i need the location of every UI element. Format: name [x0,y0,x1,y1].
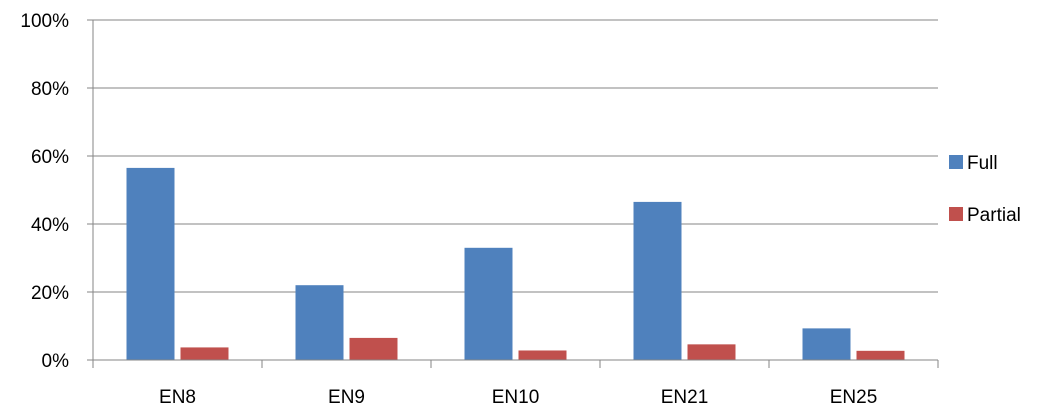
legend-label-full: Full [967,153,998,174]
legend: Full Partial [949,153,1021,226]
bar-partial-en21 [687,344,736,360]
gridlines [93,19,938,293]
legend-label-partial: Partial [967,205,1021,226]
bar-full-en9 [295,285,344,360]
bar-partial-en9 [349,337,398,360]
y-tick-label: 0% [42,351,70,372]
x-tick-label: EN9 [328,387,365,408]
y-tick-label: 80% [31,79,69,100]
bar-full-en8 [126,167,175,360]
x-tick-label: EN21 [661,387,709,408]
y-tick-label: 20% [31,283,69,304]
legend-swatch-full [949,155,963,169]
legend-swatch-partial [949,207,963,221]
bar-partial-en25 [856,350,905,360]
bar-partial-en10 [518,350,567,360]
bar-group [126,167,905,360]
x-tick-label: EN8 [159,387,196,408]
y-tick-label: 100% [20,11,69,32]
axes [87,19,939,368]
y-tick-label: 60% [31,147,69,168]
bar-full-en10 [464,247,513,360]
x-tick-label: EN25 [830,387,878,408]
x-tick-labels: EN8 EN9 EN10 EN21 EN25 [159,387,877,408]
bar-full-en25 [802,328,851,360]
y-tick-label: 40% [31,215,69,236]
bar-partial-en8 [180,347,229,360]
bar-full-en21 [633,201,682,360]
x-tick-label: EN10 [492,387,540,408]
y-tick-labels: 0% 20% 40% 60% 80% 100% [20,11,69,372]
